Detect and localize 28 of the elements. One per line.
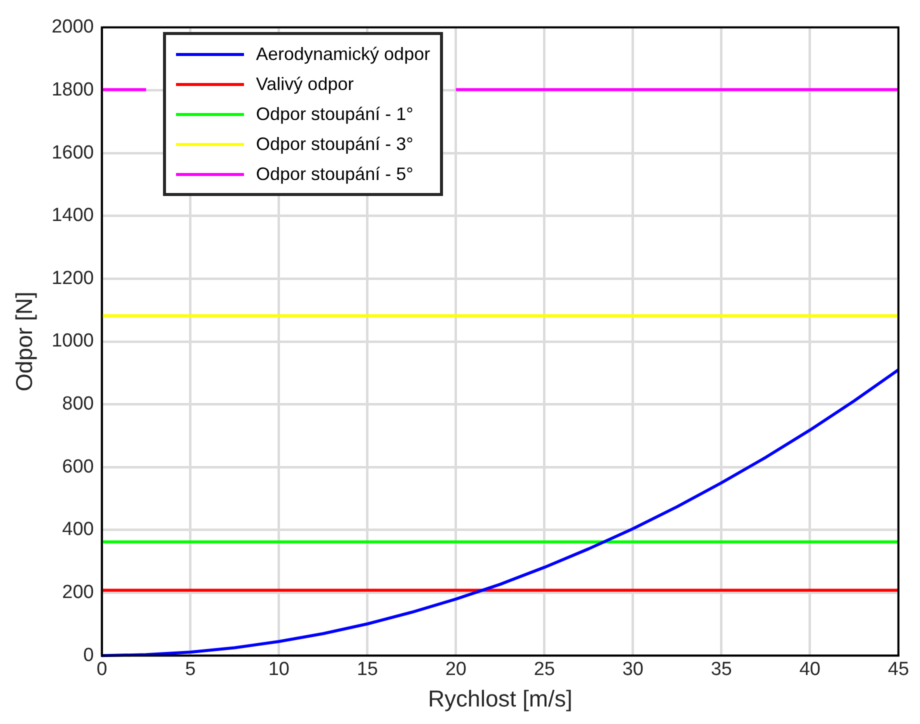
x-tick-label: 30 [622, 659, 644, 680]
legend-label: Aerodynamický odpor [256, 44, 430, 64]
y-tick-label: 400 [62, 519, 94, 540]
x-tick-label: 35 [710, 659, 732, 680]
y-tick-label: 2000 [52, 16, 94, 38]
x-tick-label: 15 [356, 659, 378, 680]
y-tick-label: 1800 [52, 79, 94, 100]
x-axis-title: Rychlost [m/s] [428, 686, 572, 712]
y-tick-label: 1400 [52, 205, 94, 226]
legend-label: Odpor stoupání - 5° [256, 164, 414, 184]
y-tick-label: 600 [62, 456, 94, 478]
x-tick-label: 45 [888, 659, 910, 680]
legend-label: Valivý odpor [256, 74, 354, 94]
x-tick-label: 25 [534, 659, 555, 680]
legend-label: Odpor stoupání - 3° [256, 134, 414, 154]
y-tick-label: 1000 [52, 330, 94, 352]
y-tick-label: 1200 [52, 268, 94, 289]
y-tick-label: 200 [62, 582, 94, 604]
y-tick-label: 800 [62, 394, 94, 415]
y-axis-title: Odpor [N] [11, 292, 38, 392]
legend-label: Odpor stoupání - 1° [256, 104, 414, 124]
x-tick-label: 5 [185, 659, 196, 680]
y-tick-label: 1600 [52, 142, 94, 164]
x-tick-label: 20 [445, 659, 466, 680]
x-tick-label: 10 [268, 659, 290, 680]
y-tick-label: 0 [83, 644, 94, 666]
x-tick-label: 40 [799, 659, 820, 680]
x-tick-label: 0 [96, 659, 108, 680]
